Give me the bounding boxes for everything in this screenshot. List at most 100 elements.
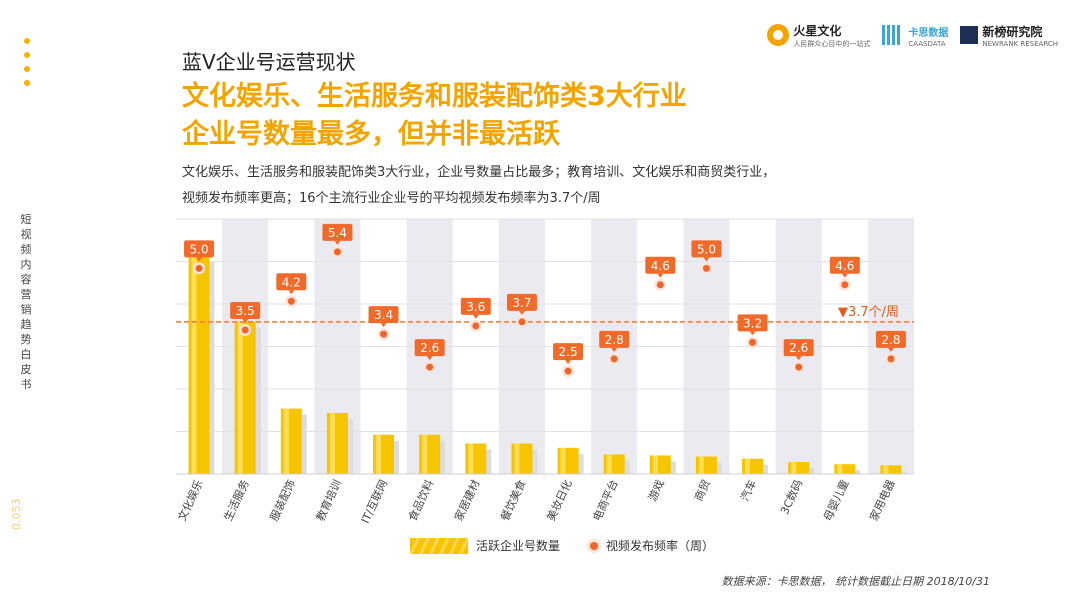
frequency-label-pointer [472, 314, 479, 319]
frequency-data-label: 2.8 [605, 333, 624, 347]
category-tick-label: 美妆日化 [543, 477, 574, 523]
bar-highlight [191, 256, 197, 474]
frequency-label-bg [737, 314, 768, 332]
bar [603, 454, 630, 474]
bar-highlight [745, 458, 751, 474]
category-tick-label: 教育培训 [313, 477, 344, 523]
bar [788, 462, 815, 474]
frequency-data-label: 3.2 [743, 316, 762, 330]
category-tick-label: 游戏 [646, 478, 667, 503]
legend-bar-swatch [410, 537, 468, 554]
category-tick-label: 家用电器 [866, 477, 897, 523]
frequency-label-pointer [749, 331, 756, 336]
decorative-dots [24, 38, 32, 94]
frequency-label-pointer [657, 273, 664, 278]
frequency-data-label: 5.4 [328, 226, 347, 240]
frequency-label-pointer [703, 257, 710, 262]
frequency-label-pointer [242, 319, 249, 324]
frequency-label-bg [230, 302, 261, 320]
category-tick-label: 电商平台 [590, 477, 621, 523]
frequency-dot [380, 330, 388, 338]
legend-dot-swatch [590, 541, 599, 550]
frequency-dot [564, 367, 572, 375]
category-tick-label: 服装配饰 [267, 477, 298, 523]
bar-rect [880, 465, 902, 474]
frequency-label-bg [599, 330, 630, 348]
bar-rect [788, 462, 810, 474]
frequency-dot [702, 264, 710, 272]
frequency-data-label: 5.0 [697, 242, 716, 256]
bar [695, 456, 722, 474]
frequency-data-label: 3.7 [512, 296, 531, 310]
frequency-label-pointer [611, 347, 618, 352]
chart-legend: 活跃企业号数量 视频发布频率（周） [410, 537, 714, 554]
bar-highlight [376, 434, 382, 474]
category-tick-label: 3C数码 [778, 478, 805, 517]
legend-bar-label: 活跃企业号数量 [476, 539, 561, 553]
bar-highlight [560, 447, 566, 474]
frequency-label-bg [783, 339, 814, 357]
frequency-label-pointer [887, 347, 894, 352]
description-line-1: 文化娱乐、生活服务和服装配饰类3大行业，企业号数量占比最多；教育培训、文化娱乐和… [182, 165, 776, 180]
frequency-label-pointer [565, 360, 572, 365]
page-subject: 蓝V企业号运营现状 [182, 50, 356, 74]
frequency-label-pointer [795, 356, 802, 361]
bar [188, 256, 215, 474]
bar [465, 443, 492, 474]
frequency-label-bg [368, 306, 399, 324]
bar [419, 434, 446, 474]
frequency-data-label: 4.6 [835, 259, 854, 273]
frequency-label-bg [553, 343, 584, 361]
kasi-logo: 卡思数据 CAASDATA [882, 21, 948, 48]
logo-bar: 火星文化 人民群众心目中的一站式 卡思数据 CAASDATA 新榜研究院 NEWRAN… [767, 20, 1058, 49]
sidebar-title: 短视频内容营销趋势白皮书 [20, 213, 32, 391]
frequency-label-pointer [334, 240, 341, 245]
frequency-label-bg [645, 256, 676, 274]
frequency-label-pointer [518, 310, 525, 315]
frequency-label-pointer [380, 323, 387, 328]
frequency-dot [841, 281, 849, 289]
bar [649, 455, 676, 474]
xinbang-logo-icon [960, 25, 979, 44]
frequency-dot [795, 363, 803, 371]
frequency-dot [241, 326, 249, 334]
frequency-data-label: 4.2 [282, 275, 301, 289]
frequency-data-label: 5.0 [190, 242, 209, 256]
legend-dot-label: 视频发布频率（周） [606, 539, 715, 553]
frequency-dot [333, 248, 341, 256]
bar-highlight [422, 434, 428, 474]
bar-highlight [329, 412, 335, 474]
average-label: ▼3.7个/周 [838, 305, 899, 320]
frequency-data-label: 2.6 [789, 341, 808, 355]
category-tick-label: 汽车 [737, 477, 759, 503]
bar [557, 447, 584, 474]
category-tick-label: 母婴儿童 [820, 477, 851, 523]
huoxing-logo: 火星文化 人民群众心目中的一站式 [767, 20, 870, 49]
page-headline: 文化娱乐、生活服务和服装配饰类3大行业 企业号数量最多，但并非最活跃 [182, 78, 687, 154]
bar [511, 443, 538, 474]
frequency-dot [518, 318, 526, 326]
frequency-label-bg [322, 223, 353, 241]
bar [880, 465, 907, 474]
frequency-label-bg [276, 273, 307, 291]
frequency-dot [472, 322, 480, 330]
category-tick-label: IT/互联网 [359, 478, 391, 526]
data-source: 数据来源：卡思数据， 统计数据截止日期 2018/10/31 [721, 575, 990, 588]
description-line-2: 视频发布频率更高；16个主流行业企业号的平均视频发布频率为3.7个/周 [182, 191, 601, 206]
frequency-label-bg [460, 297, 491, 315]
bar-highlight [698, 456, 704, 474]
bar-highlight [468, 443, 474, 474]
frequency-label-bg [506, 293, 537, 311]
bar-rect [834, 464, 856, 474]
category-tick-label: 食品饮料 [405, 477, 436, 523]
frequency-data-label: 2.5 [559, 345, 578, 359]
frequency-data-label: 2.6 [420, 341, 439, 355]
frequency-label-bg [829, 256, 860, 274]
bar-highlight [606, 454, 612, 474]
frequency-label-pointer [288, 290, 295, 295]
frequency-dot [610, 355, 618, 363]
frequency-data-label: 4.6 [651, 259, 670, 273]
xinbang-logo: 新榜研究院 NEWRANK RESEARCH [960, 21, 1058, 48]
kasi-logo-icon [882, 24, 905, 45]
